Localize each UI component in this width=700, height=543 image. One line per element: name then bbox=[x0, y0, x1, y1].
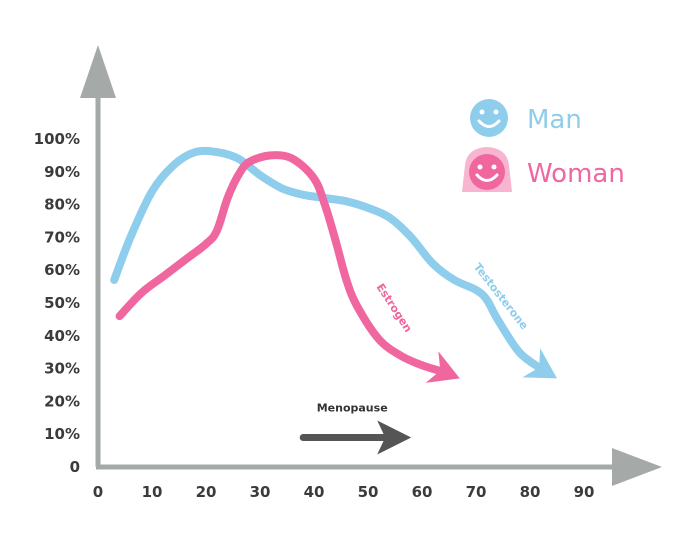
y-tick-label: 30% bbox=[44, 360, 80, 378]
x-tick-label: 60 bbox=[412, 483, 433, 501]
x-tick-label: 40 bbox=[304, 483, 325, 501]
legend-label-woman: Woman bbox=[527, 159, 625, 189]
y-tick-label: 10% bbox=[44, 425, 80, 443]
x-tick-label: 70 bbox=[466, 483, 487, 501]
series-lines bbox=[110, 146, 557, 383]
x-tick-label: 20 bbox=[196, 483, 217, 501]
x-tick-label: 50 bbox=[358, 483, 379, 501]
x-tick-label: 0 bbox=[93, 483, 103, 501]
y-tick-label: 70% bbox=[44, 228, 80, 246]
y-tick-label: 60% bbox=[44, 261, 80, 279]
series-line-man bbox=[110, 146, 547, 374]
y-tick-label: 40% bbox=[44, 327, 80, 345]
y-tick-label: 50% bbox=[44, 294, 80, 312]
annotation-estrogen: Estrogen bbox=[374, 281, 415, 335]
y-tick-label: 0 bbox=[70, 458, 80, 476]
y-tick-labels: 0 10% 20% 30% 40% 50% 60% 70% 80% 90% 100% bbox=[34, 130, 80, 476]
x-tick-label: 10 bbox=[142, 483, 163, 501]
legend-item-man: Man bbox=[470, 99, 582, 137]
series-arrowhead-woman bbox=[425, 351, 460, 383]
y-tick-label: 90% bbox=[44, 163, 80, 181]
axes bbox=[80, 45, 662, 486]
legend: Man Woman bbox=[462, 99, 625, 192]
x-tick-label: 90 bbox=[574, 483, 595, 501]
y-tick-label: 100% bbox=[34, 130, 80, 148]
menopause-arrowhead bbox=[377, 420, 412, 455]
smiley-man-icon bbox=[470, 99, 508, 137]
x-tick-label: 30 bbox=[250, 483, 271, 501]
annotation-menopause: Menopause bbox=[317, 401, 388, 414]
series-arrowhead-man bbox=[522, 348, 557, 379]
legend-label-man: Man bbox=[527, 105, 582, 135]
x-tick-labels: 0 10 20 30 40 50 60 70 80 90 bbox=[93, 483, 595, 501]
y-axis-arrowhead bbox=[80, 45, 116, 98]
x-axis-arrowhead bbox=[612, 448, 662, 486]
series-line-woman bbox=[115, 151, 449, 377]
y-tick-label: 20% bbox=[44, 392, 80, 410]
y-tick-label: 80% bbox=[44, 196, 80, 214]
x-tick-label: 80 bbox=[520, 483, 541, 501]
legend-item-woman: Woman bbox=[462, 147, 625, 192]
smiley-woman-icon bbox=[462, 147, 512, 192]
